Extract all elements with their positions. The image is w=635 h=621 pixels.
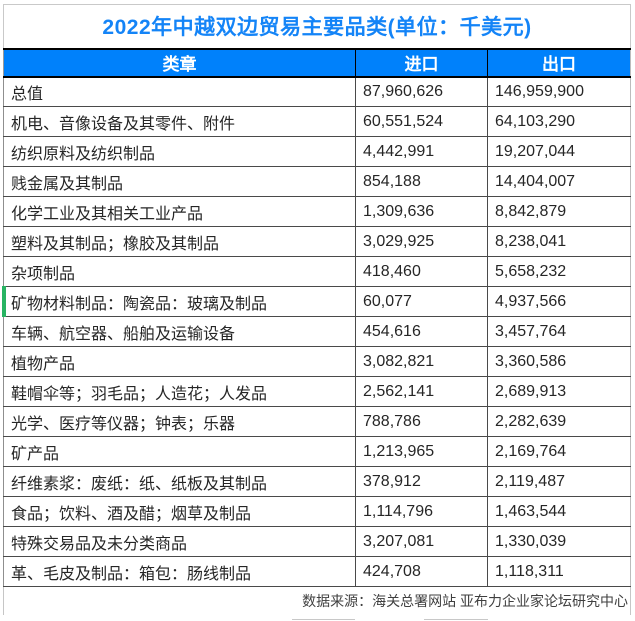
import-cell: 1,309,636 — [355, 196, 488, 227]
page-title: 2022年中越双边贸易主要品类(单位：千美元) — [2, 4, 632, 49]
category-cell: 纤维素浆：废纸：纸、纸板及其制品 — [3, 466, 356, 497]
row-accent-bar — [2, 286, 6, 317]
import-cell: 454,616 — [355, 316, 488, 347]
table-row: 植物产品 3,082,821 3,360,586 — [3, 346, 632, 377]
gridline-stub — [292, 619, 355, 620]
table-row: 塑料及其制品；橡胶及其制品 3,029,925 8,238,041 — [3, 226, 632, 257]
header-row: 类章 进口 出口 — [3, 47, 632, 78]
table-row: 杂项制品 418,460 5,658,232 — [3, 256, 632, 287]
import-cell: 1,213,965 — [355, 436, 488, 467]
category-cell: 植物产品 — [3, 346, 356, 377]
table-row: 矿产品 1,213,965 2,169,764 — [3, 436, 632, 467]
export-cell: 2,689,913 — [486, 376, 632, 407]
category-cell: 纺织原料及纺织制品 — [3, 136, 356, 167]
category-cell: 矿产品 — [3, 436, 356, 467]
export-cell: 2,169,764 — [486, 436, 632, 467]
export-cell: 5,658,232 — [486, 256, 632, 287]
category-cell: 食品；饮料、酒及醋；烟草及制品 — [3, 496, 356, 527]
category-cell: 矿物材料制品：陶瓷品：玻璃及制品 — [3, 286, 356, 317]
category-cell: 车辆、航空器、船舶及运输设备 — [3, 316, 356, 347]
table-row: 总值 87,960,626 146,959,900 — [3, 76, 632, 107]
column-header-export: 出口 — [486, 47, 632, 78]
import-cell: 788,786 — [355, 406, 488, 437]
gridline-stub — [424, 619, 488, 620]
category-cell: 机电、音像设备及其零件、附件 — [3, 106, 356, 137]
import-cell: 60,077 — [355, 286, 488, 317]
table-row: 光学、医疗等仪器；钟表；乐器 788,786 2,282,639 — [3, 406, 632, 437]
import-cell: 2,562,141 — [355, 376, 488, 407]
table-row: 纤维素浆：废纸：纸、纸板及其制品 378,912 2,119,487 — [3, 466, 632, 497]
import-cell: 378,912 — [355, 466, 488, 497]
category-cell: 杂项制品 — [3, 256, 356, 287]
title-row: 2022年中越双边贸易主要品类(单位：千美元) — [2, 4, 632, 49]
import-cell: 1,114,796 — [355, 496, 488, 527]
trade-table: 2022年中越双边贸易主要品类(单位：千美元) 类章 进口 出口 总值 87,9… — [2, 4, 632, 615]
export-cell: 14,404,007 — [486, 166, 632, 197]
table-row: 特殊交易品及未分类商品 3,207,081 1,330,039 — [3, 526, 632, 557]
import-cell: 60,551,524 — [355, 106, 488, 137]
export-cell: 64,103,290 — [486, 106, 632, 137]
table-row: 化学工业及其相关工业产品 1,309,636 8,842,879 — [3, 196, 632, 227]
export-cell: 8,238,041 — [486, 226, 632, 257]
import-cell: 854,188 — [355, 166, 488, 197]
category-cell: 总值 — [3, 76, 356, 107]
export-cell: 146,959,900 — [486, 76, 632, 107]
data-source: 数据来源：海关总署网站 亚布力企业家论坛研究中心 — [2, 586, 632, 615]
export-cell: 1,118,311 — [486, 556, 632, 587]
table-row: 纺织原料及纺织制品 4,442,991 19,207,044 — [3, 136, 632, 167]
table-row: 车辆、航空器、船舶及运输设备 454,616 3,457,764 — [3, 316, 632, 347]
table-row: 鞋帽伞等；羽毛品；人造花；人发品 2,562,141 2,689,913 — [3, 376, 632, 407]
category-cell: 鞋帽伞等；羽毛品；人造花；人发品 — [3, 376, 356, 407]
export-cell: 2,119,487 — [486, 466, 632, 497]
export-cell: 1,330,039 — [486, 526, 632, 557]
category-cell: 特殊交易品及未分类商品 — [3, 526, 356, 557]
table-row: 食品；饮料、酒及醋；烟草及制品 1,114,796 1,463,544 — [3, 496, 632, 527]
import-cell: 424,708 — [355, 556, 488, 587]
export-cell: 8,842,879 — [486, 196, 632, 227]
column-header-import: 进口 — [355, 47, 488, 78]
import-cell: 3,207,081 — [355, 526, 488, 557]
table-row: 贱金属及其制品 854,188 14,404,007 — [3, 166, 632, 197]
import-cell: 4,442,991 — [355, 136, 488, 167]
export-cell: 3,360,586 — [486, 346, 632, 377]
export-cell: 4,937,566 — [486, 286, 632, 317]
column-header-category: 类章 — [3, 47, 356, 78]
import-cell: 3,082,821 — [355, 346, 488, 377]
category-cell: 化学工业及其相关工业产品 — [3, 196, 356, 227]
import-cell: 87,960,626 — [355, 76, 488, 107]
export-cell: 1,463,544 — [486, 496, 632, 527]
footer-row: 数据来源：海关总署网站 亚布力企业家论坛研究中心 — [2, 586, 632, 615]
export-cell: 3,457,764 — [486, 316, 632, 347]
category-cell: 贱金属及其制品 — [3, 166, 356, 197]
export-cell: 2,282,639 — [486, 406, 632, 437]
category-cell: 塑料及其制品；橡胶及其制品 — [3, 226, 356, 257]
import-cell: 418,460 — [355, 256, 488, 287]
table-row: 机电、音像设备及其零件、附件 60,551,524 64,103,290 — [3, 106, 632, 137]
table-row: 革、毛皮及制品：箱包：肠线制品 424,708 1,118,311 — [3, 556, 632, 587]
category-cell: 革、毛皮及制品：箱包：肠线制品 — [3, 556, 356, 587]
import-cell: 3,029,925 — [355, 226, 488, 257]
export-cell: 19,207,044 — [486, 136, 632, 167]
category-cell: 光学、医疗等仪器；钟表；乐器 — [3, 406, 356, 437]
table-row: 矿物材料制品：陶瓷品：玻璃及制品 60,077 4,937,566 — [3, 286, 632, 317]
